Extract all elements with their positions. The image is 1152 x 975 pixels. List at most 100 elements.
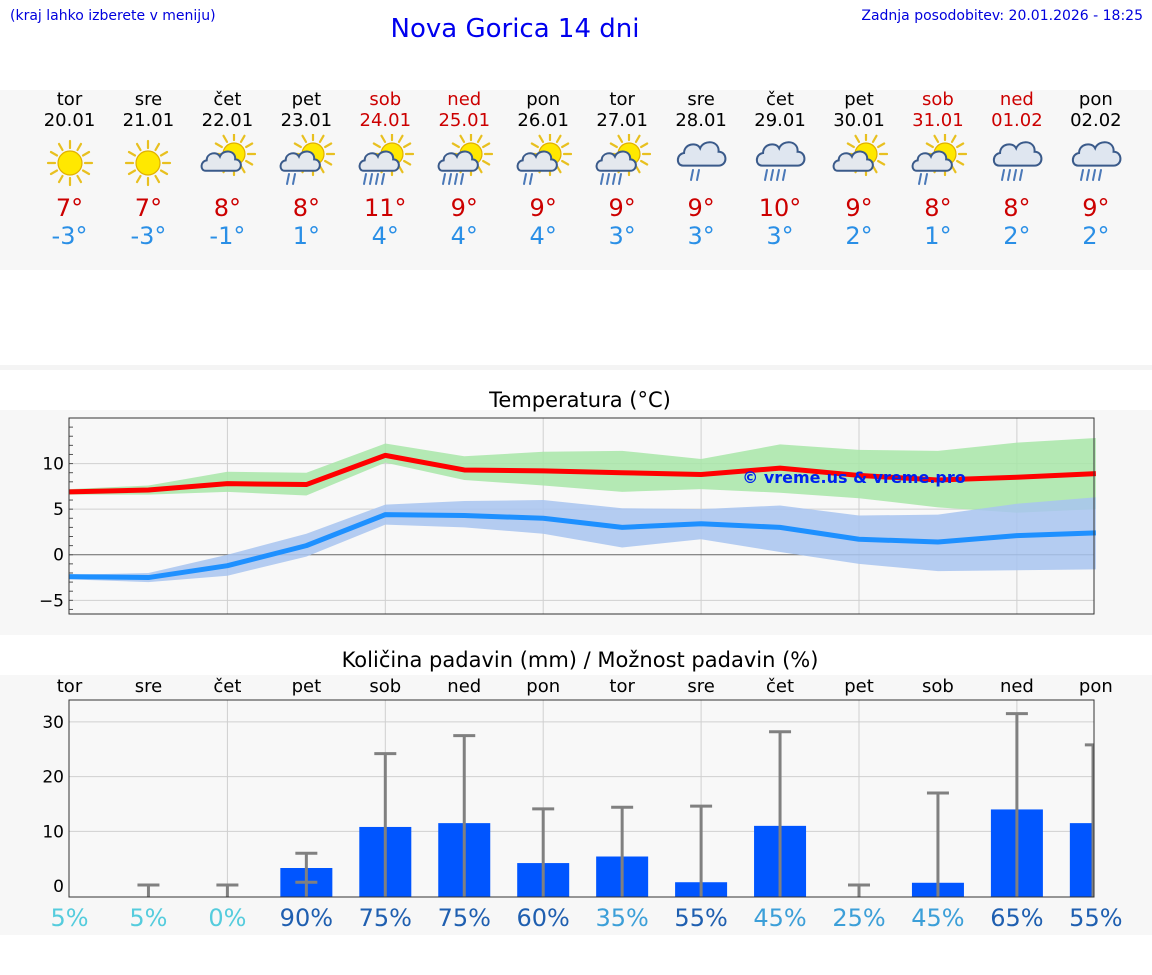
x-tick-label: pon: [526, 676, 560, 697]
day-date: 01.02: [991, 110, 1043, 131]
min-temperature: 4°: [371, 222, 399, 250]
forecast-day: tor 20.01 7° -3°: [30, 90, 109, 251]
x-tick-label: tor: [609, 676, 635, 697]
x-tick-label: ned: [447, 676, 481, 697]
x-tick-label: sre: [687, 676, 714, 697]
precipitation-probability: 55%: [1069, 904, 1122, 932]
max-temperature: 9°: [450, 194, 478, 222]
min-temperature: 1°: [924, 222, 952, 250]
forecast-day: sob 24.01 11° 4°: [346, 90, 425, 250]
forecast-day: pet 30.01 9° 2°: [820, 90, 899, 250]
precipitation-chart-title: Količina padavin (mm) / Možnost padavin …: [341, 648, 819, 672]
min-range-band: [69, 497, 1096, 583]
y-tick-label: 0: [53, 546, 64, 566]
min-temperature: 1°: [292, 222, 320, 250]
day-date: 26.01: [517, 110, 569, 131]
day-date: 25.01: [438, 110, 491, 131]
precipitation-chart: 30 20 10 0 tor sre čet pet sob ned pon tor sre čet pet…: [42, 676, 1122, 932]
day-date: 30.01: [833, 110, 885, 131]
min-temperature: 3°: [608, 222, 636, 250]
precipitation-probability: 5%: [50, 904, 88, 932]
page-title: Nova Gorica 14 dni: [390, 14, 640, 44]
y-tick-label: −5: [39, 591, 64, 611]
day-name: pon: [526, 89, 561, 110]
precipitation-probability: 55%: [674, 904, 727, 932]
sun-cloud-rain-icon: [516, 134, 573, 185]
sun-cloud-rain-icon: [911, 134, 967, 185]
max-temperature: 9°: [687, 194, 715, 222]
forecast-day: tor 27.01 9° 3°: [583, 90, 662, 250]
y-tick-label: 20: [42, 768, 64, 788]
day-name: čet: [766, 89, 795, 110]
forecast-day: sre 28.01 9° 3°: [662, 89, 741, 251]
cloud-heavy-rain-icon: [1071, 141, 1122, 181]
x-tick-label: pet: [292, 676, 322, 697]
precipitation-probability: 65%: [990, 904, 1043, 932]
max-temperature: 8°: [924, 194, 952, 222]
plot-frame: [68, 417, 1095, 615]
min-temperature: -1°: [209, 222, 246, 250]
sun-cloud-heavy-rain-icon: [595, 134, 652, 185]
daily-forecast-strip: tor 20.01 7° -3° sre 21.01 7° -3° čet 22.01 8° -1° p…: [0, 90, 1152, 270]
forecast-day: sre 21.01 7° -3°: [109, 89, 188, 251]
x-tick-label: pon: [1079, 676, 1113, 697]
day-name: sre: [134, 89, 163, 110]
precipitation-probability: 90%: [280, 904, 333, 932]
max-temperature: 9°: [1082, 194, 1110, 222]
max-temperature-line: [69, 452, 1096, 495]
plot-frame: [68, 699, 1095, 898]
day-date: 24.01: [359, 110, 412, 131]
y-tick-label: 30: [42, 713, 64, 733]
min-temperature: 4°: [529, 222, 557, 250]
min-temperature: -3°: [51, 222, 88, 250]
sun-cloud-heavy-rain-icon: [437, 134, 494, 185]
max-temperature: 8°: [213, 194, 242, 222]
temperature-chart: 10 5 0 −5 © vreme.us & vreme.pro: [39, 417, 1096, 615]
day-name: pet: [844, 89, 874, 110]
x-tick-label: ned: [1000, 676, 1034, 697]
day-date: 28.01: [675, 110, 727, 131]
day-name: tor: [609, 89, 635, 110]
precipitation-probability: 60%: [517, 904, 570, 932]
max-temperature: 7°: [134, 194, 163, 222]
max-temperature: 7°: [55, 194, 84, 222]
temperature-chart-title: Temperatura (°C): [489, 388, 671, 412]
forecast-day: pon 02.02 9° 2°: [1056, 90, 1135, 251]
sun-cloud-icon: [832, 134, 888, 177]
forecast-day: pet 23.01 8° 1°: [267, 90, 346, 250]
forecast-day: pon 26.01 9° 4°: [504, 90, 583, 250]
precipitation-bar: [1069, 823, 1094, 897]
min-temperature: 2°: [1082, 222, 1110, 250]
day-date: 02.02: [1070, 110, 1122, 131]
precipitation-probability: 5%: [129, 904, 167, 932]
min-temperature: 3°: [687, 222, 715, 250]
day-date: 27.01: [596, 110, 648, 131]
x-tick-label: sre: [135, 676, 162, 697]
min-temperature: 4°: [450, 222, 478, 250]
y-tick-label: 0: [53, 877, 64, 897]
forecast-day: čet 29.01 10° 3°: [741, 89, 820, 251]
precipitation-probability: 45%: [753, 904, 806, 932]
day-name: sre: [687, 89, 715, 110]
plot-area: [69, 700, 1094, 897]
precipitation-probability: 45%: [911, 904, 964, 932]
last-updated: Zadnja posodobitev: 20.01.2026 - 18:25: [861, 8, 1143, 24]
day-name: sob: [369, 89, 402, 110]
sun-cloud-heavy-rain-icon: [358, 134, 415, 185]
y-tick-label: 5: [53, 500, 64, 520]
min-temperature-line: [69, 512, 1096, 581]
day-name: ned: [447, 89, 482, 110]
sun-cloud-icon: [200, 134, 257, 177]
max-temperature: 8°: [1003, 194, 1031, 222]
precipitation-probability: 0%: [208, 904, 246, 932]
day-date: 20.01: [43, 110, 96, 131]
x-tick-label: čet: [766, 676, 794, 697]
sun-icon: [46, 139, 93, 187]
x-tick-label: sob: [369, 676, 401, 697]
y-tick-label: 10: [42, 822, 64, 842]
min-temperature: -3°: [130, 222, 167, 250]
day-name: pet: [291, 89, 322, 110]
max-temperature: 9°: [529, 194, 557, 222]
x-tick-label: čet: [213, 676, 241, 697]
x-tick-label: tor: [57, 676, 83, 697]
